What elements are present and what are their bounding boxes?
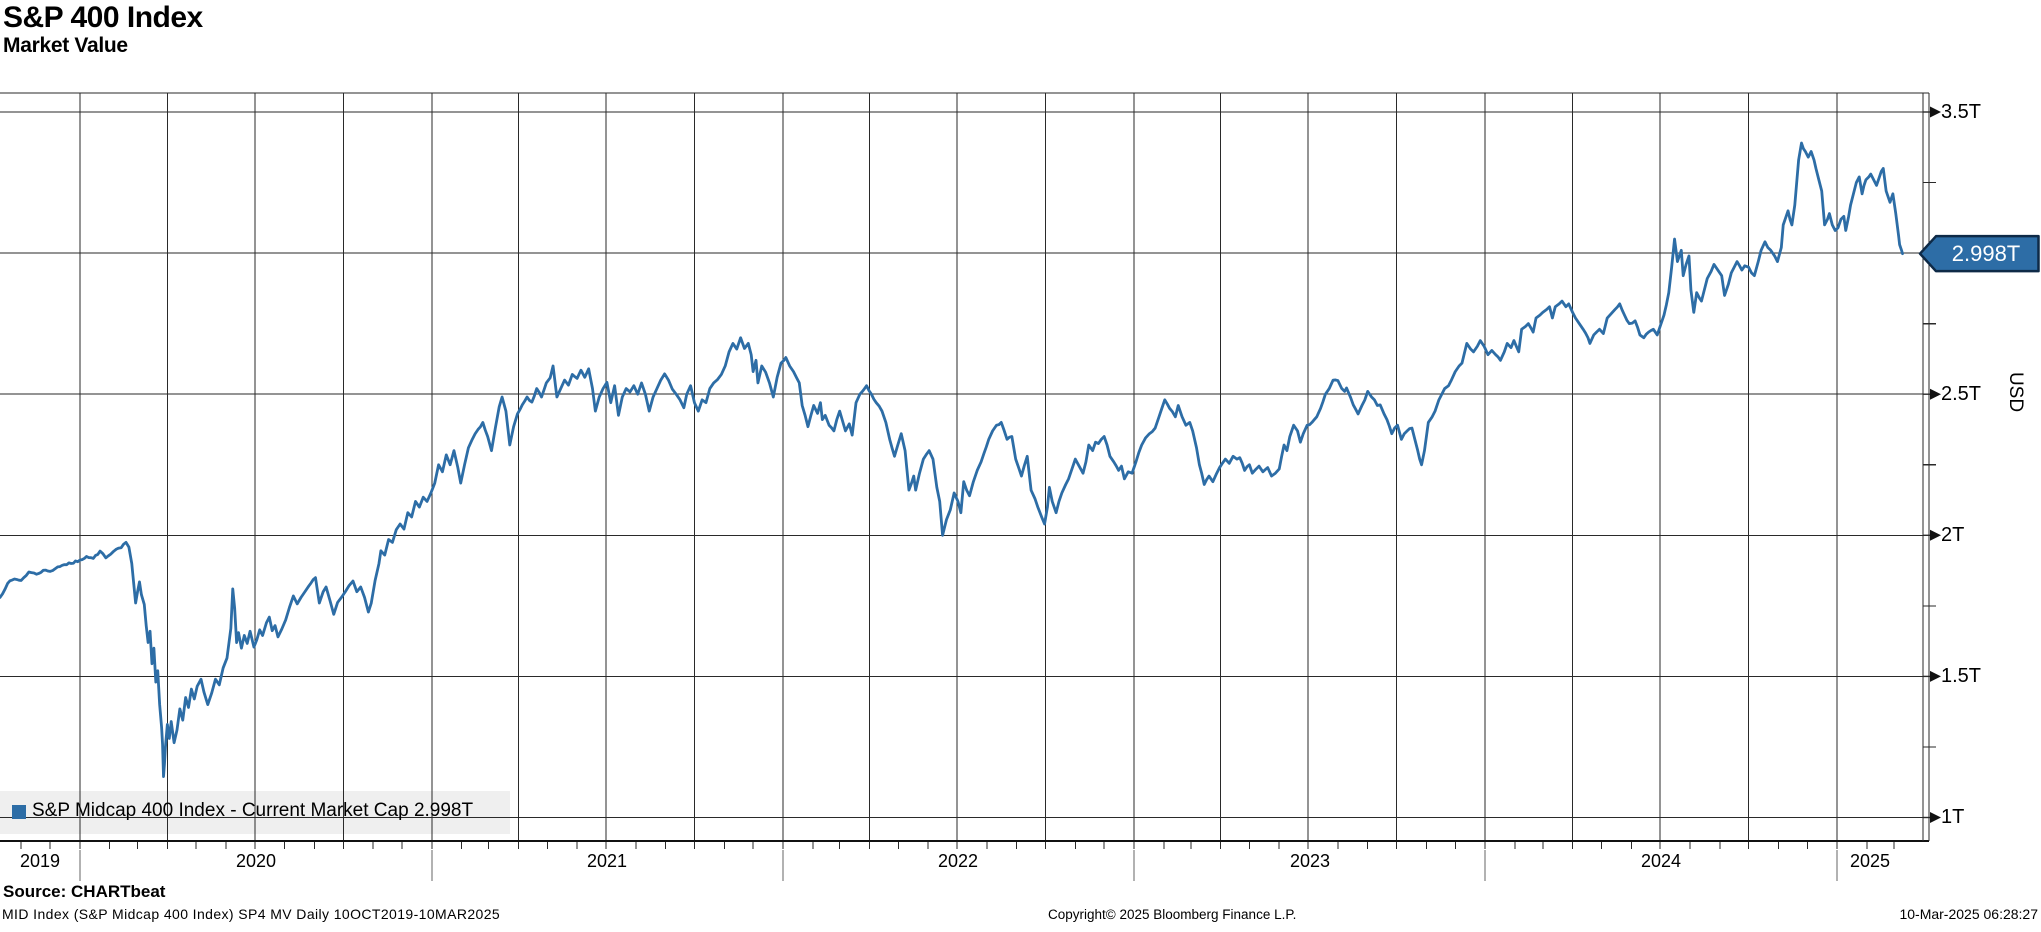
y-tick-label-1-5t: 1.5T: [1941, 665, 1982, 687]
footer-timestamp: 10-Mar-2025 06:28:27: [1899, 906, 2038, 922]
y-tick-label-2-5t: 2.5T: [1941, 383, 1982, 405]
chart-subtitle: Market Value: [3, 34, 128, 57]
legend-series-label: S&P Midcap 400 Index - Current Market Ca…: [32, 800, 474, 821]
year-label-2023: 2023: [1289, 851, 1331, 871]
footer-source: Source: CHARTbeat: [3, 882, 166, 901]
year-label-2025: 2025: [1849, 851, 1891, 871]
y-tick-label-2t: 2T: [1941, 524, 1965, 546]
footer-security-meta: MID Index (S&P Midcap 400 Index) SP4 MV …: [2, 906, 501, 922]
footer-copyright: Copyright© 2025 Bloomberg Finance L.P.: [1048, 907, 1297, 922]
y-tick-label-1t: 1T: [1941, 806, 1965, 828]
year-label-2022: 2022: [937, 851, 979, 871]
year-label-2024: 2024: [1640, 851, 1682, 871]
chart-title: S&P 400 Index: [3, 1, 203, 34]
price-line: [0, 141, 1904, 778]
legend-series-marker: [12, 805, 26, 819]
y-axis-unit-label: USD: [2005, 371, 2026, 413]
year-label-2020: 2020: [235, 851, 277, 871]
year-label-2019: 2019: [19, 851, 61, 871]
last-price-badge-label: 2.998T: [1951, 241, 2021, 266]
year-label-2021: 2021: [586, 851, 628, 871]
title-block: S&P 400 Index Market Value: [3, 1, 203, 58]
y-tick-label-3-5t: 3.5T: [1941, 101, 1982, 123]
